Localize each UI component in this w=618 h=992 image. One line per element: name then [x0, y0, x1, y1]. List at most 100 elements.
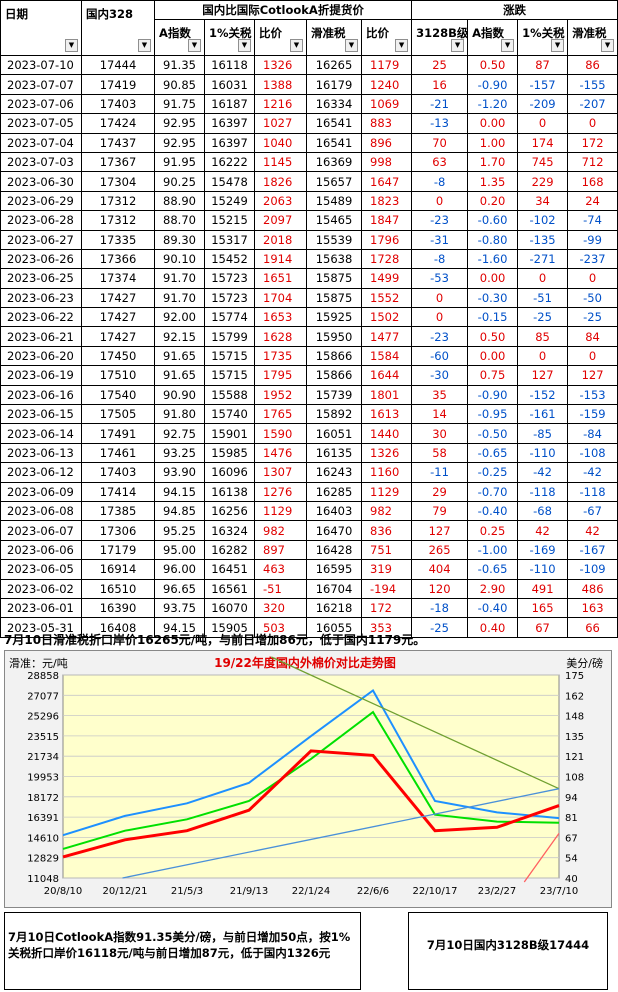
cell-chg-sliding[interactable]: -42 — [567, 462, 618, 483]
cell-ratio2[interactable]: 836 — [360, 520, 413, 541]
cell-sliding[interactable]: 16179 — [306, 74, 362, 95]
cell-chg-a[interactable]: -0.60 — [467, 210, 519, 231]
cell-domestic[interactable]: 17540 — [81, 384, 155, 406]
cell-domestic[interactable]: 17403 — [81, 462, 155, 483]
cell-domestic[interactable]: 17427 — [81, 307, 155, 328]
cell-chg-a[interactable]: 1.00 — [467, 132, 519, 153]
cell-chg-tariff[interactable]: 34 — [517, 190, 569, 212]
filter-dropdown-icon[interactable]: ▼ — [551, 39, 565, 52]
cell-ratio2[interactable]: 1326 — [360, 442, 413, 464]
filter-dropdown-icon[interactable]: ▼ — [345, 39, 358, 52]
cell-chg-tariff[interactable]: -68 — [517, 500, 569, 522]
cell-a-index[interactable]: 94.15 — [154, 617, 205, 638]
cell-sliding[interactable]: 15638 — [306, 248, 362, 270]
cell-tariff[interactable]: 15723 — [204, 287, 255, 309]
cell-ratio1[interactable]: 1704 — [254, 287, 307, 309]
cell-chg-3128[interactable]: -30 — [411, 365, 469, 386]
cell-date[interactable]: 2023-06-09 — [0, 481, 82, 502]
cell-chg-sliding[interactable]: -167 — [567, 539, 618, 561]
cell-a-index[interactable]: 93.25 — [154, 442, 205, 464]
cell-ratio2[interactable]: 1069 — [360, 93, 413, 115]
cell-chg-3128[interactable]: -25 — [411, 617, 469, 638]
cell-tariff[interactable]: 16222 — [204, 151, 255, 173]
cell-chg-sliding[interactable]: -108 — [567, 442, 618, 464]
cell-domestic[interactable]: 16510 — [81, 578, 155, 599]
cell-date[interactable]: 2023-06-01 — [0, 597, 82, 619]
cell-chg-a[interactable]: -0.90 — [467, 384, 519, 406]
cell-chg-a[interactable]: 0.00 — [467, 113, 519, 134]
cell-date[interactable]: 2023-06-26 — [0, 248, 82, 270]
cell-date[interactable]: 2023-06-07 — [0, 520, 82, 541]
cell-chg-a[interactable]: -1.00 — [467, 539, 519, 561]
cell-a-index[interactable]: 91.75 — [154, 93, 205, 115]
cell-ratio2[interactable]: 353 — [360, 617, 413, 638]
cell-tariff[interactable]: 15715 — [204, 345, 255, 367]
cell-domestic[interactable]: 17427 — [81, 287, 155, 309]
cell-ratio2[interactable]: 1647 — [360, 171, 413, 192]
cell-chg-sliding[interactable]: 24 — [567, 190, 618, 212]
cell-tariff[interactable]: 15715 — [204, 365, 255, 386]
cell-domestic[interactable]: 17312 — [81, 210, 155, 231]
cell-ratio1[interactable]: 2097 — [254, 210, 307, 231]
cell-chg-a[interactable]: 0.00 — [467, 268, 519, 289]
cell-sliding[interactable]: 16369 — [306, 151, 362, 173]
cell-date[interactable]: 2023-06-21 — [0, 326, 82, 347]
cell-a-index[interactable]: 91.65 — [154, 345, 205, 367]
cell-date[interactable]: 2023-07-06 — [0, 93, 82, 115]
cell-chg-tariff[interactable]: -118 — [517, 481, 569, 502]
cell-chg-sliding[interactable]: -74 — [567, 210, 618, 231]
cell-chg-a[interactable]: -0.65 — [467, 559, 519, 580]
cell-chg-3128[interactable]: -13 — [411, 113, 469, 134]
cell-chg-tariff[interactable]: -135 — [517, 229, 569, 250]
cell-chg-3128[interactable]: 29 — [411, 481, 469, 502]
cell-ratio2[interactable]: 1613 — [360, 404, 413, 425]
cell-sliding[interactable]: 15539 — [306, 229, 362, 250]
cell-chg-3128[interactable]: 63 — [411, 151, 469, 173]
cell-chg-sliding[interactable]: -159 — [567, 404, 618, 425]
cell-a-index[interactable]: 91.95 — [154, 151, 205, 173]
cell-date[interactable]: 2023-06-06 — [0, 539, 82, 561]
cell-chg-sliding[interactable]: -207 — [567, 93, 618, 115]
cell-tariff[interactable]: 16031 — [204, 74, 255, 95]
cell-tariff[interactable]: 16282 — [204, 539, 255, 561]
cell-domestic[interactable]: 17366 — [81, 248, 155, 270]
cell-date[interactable]: 2023-06-30 — [0, 171, 82, 192]
cell-chg-tariff[interactable]: 67 — [517, 617, 569, 638]
cell-a-index[interactable]: 90.10 — [154, 248, 205, 270]
cell-sliding[interactable]: 16334 — [306, 93, 362, 115]
cell-ratio1[interactable]: 1216 — [254, 93, 307, 115]
cell-chg-tariff[interactable]: 174 — [517, 132, 569, 153]
cell-chg-sliding[interactable]: 42 — [567, 520, 618, 541]
cell-date[interactable]: 2023-06-29 — [0, 190, 82, 212]
cell-ratio2[interactable]: 1129 — [360, 481, 413, 502]
cell-ratio1[interactable]: 1651 — [254, 268, 307, 289]
cell-ratio2[interactable]: 1240 — [360, 74, 413, 95]
cell-domestic[interactable]: 16914 — [81, 559, 155, 580]
cell-sliding[interactable]: 15866 — [306, 345, 362, 367]
cell-domestic[interactable]: 17335 — [81, 229, 155, 250]
cell-chg-3128[interactable]: 127 — [411, 520, 469, 541]
cell-chg-a[interactable]: -0.70 — [467, 481, 519, 502]
cell-chg-a[interactable]: 0.50 — [467, 326, 519, 347]
cell-tariff[interactable]: 15901 — [204, 423, 255, 444]
cell-a-index[interactable]: 91.35 — [154, 54, 205, 76]
cell-chg-3128[interactable]: 0 — [411, 190, 469, 212]
cell-tariff[interactable]: 15317 — [204, 229, 255, 250]
filter-dropdown-icon[interactable]: ▼ — [238, 39, 251, 52]
cell-tariff[interactable]: 15905 — [204, 617, 255, 638]
cell-date[interactable]: 2023-06-23 — [0, 287, 82, 309]
cell-chg-3128[interactable]: -60 — [411, 345, 469, 367]
cell-domestic[interactable]: 17312 — [81, 190, 155, 212]
filter-dropdown-icon[interactable]: ▼ — [188, 39, 201, 52]
cell-sliding[interactable]: 15489 — [306, 190, 362, 212]
cell-ratio1[interactable]: 320 — [254, 597, 307, 619]
cell-ratio1[interactable]: 1952 — [254, 384, 307, 406]
cell-domestic[interactable]: 17450 — [81, 345, 155, 367]
filter-dropdown-icon[interactable]: ▼ — [451, 39, 465, 52]
cell-tariff[interactable]: 15478 — [204, 171, 255, 192]
cell-a-index[interactable]: 88.90 — [154, 190, 205, 212]
cell-chg-tariff[interactable]: 229 — [517, 171, 569, 192]
cell-date[interactable]: 2023-06-02 — [0, 578, 82, 599]
cell-tariff[interactable]: 16138 — [204, 481, 255, 502]
cell-chg-3128[interactable]: -21 — [411, 93, 469, 115]
